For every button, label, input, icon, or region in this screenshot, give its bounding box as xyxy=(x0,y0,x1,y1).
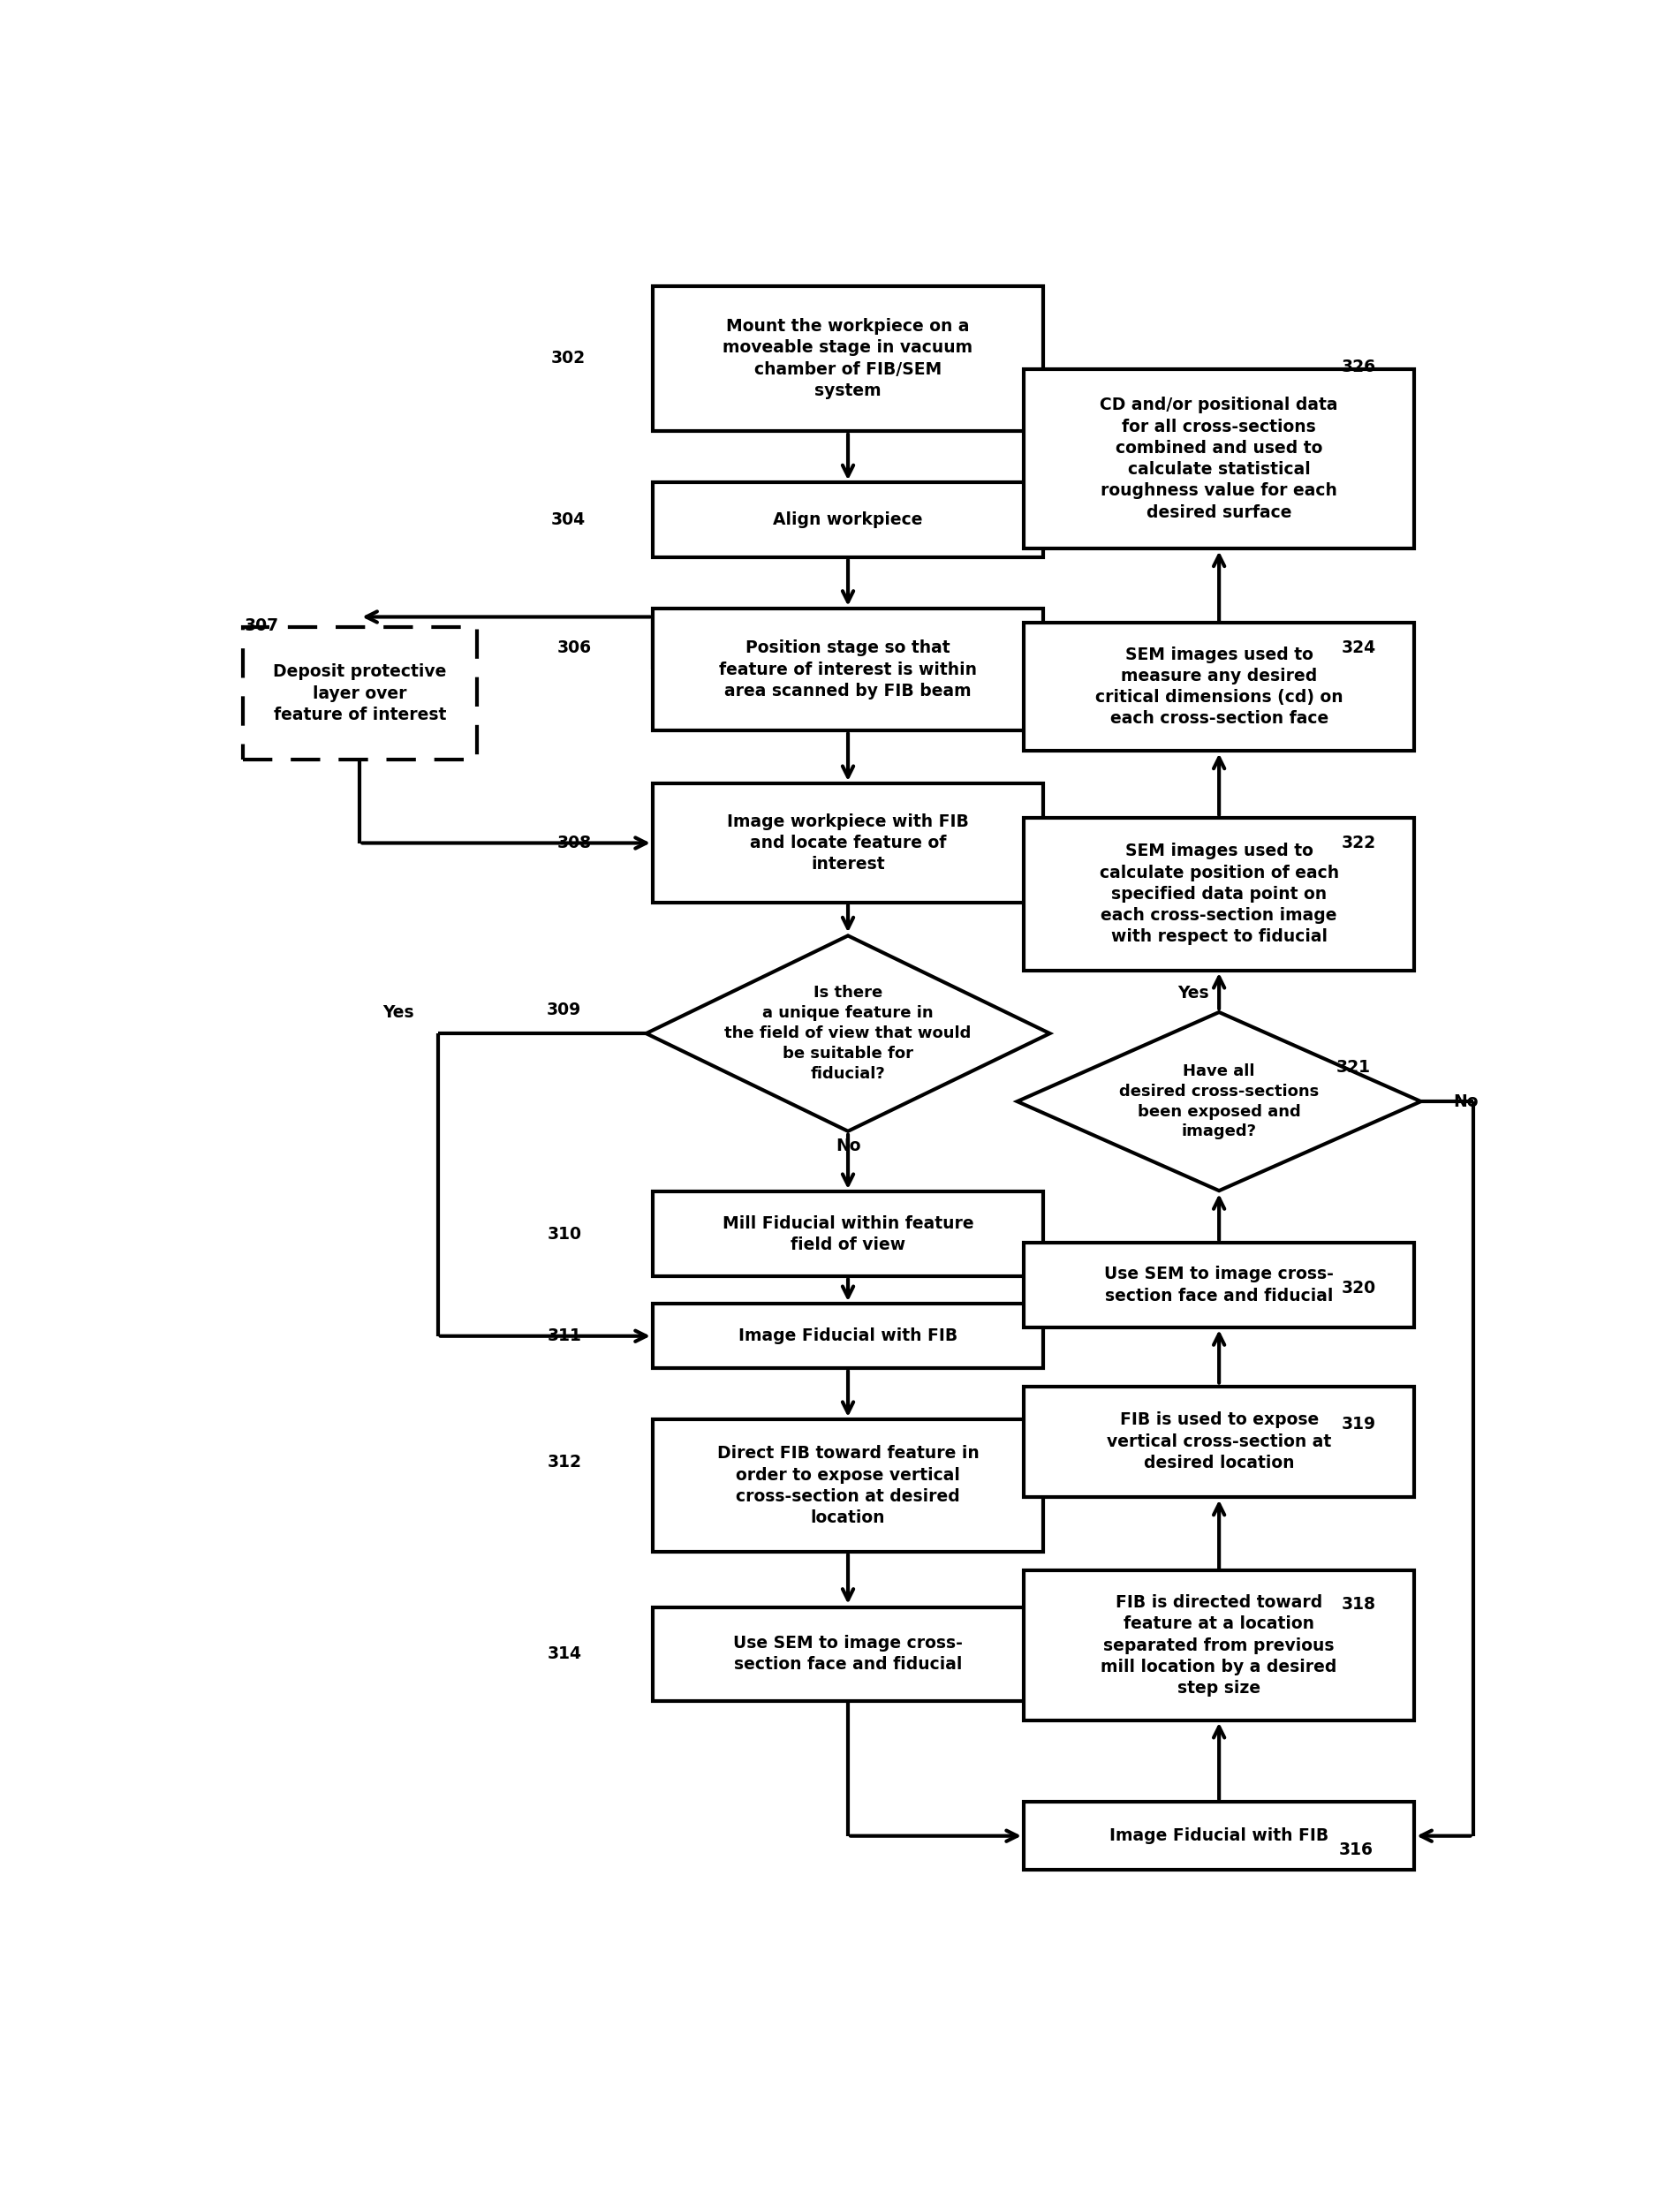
Text: Use SEM to image cross-
section face and fiducial: Use SEM to image cross- section face and… xyxy=(1104,1265,1334,1305)
Text: 320: 320 xyxy=(1341,1281,1376,1296)
FancyBboxPatch shape xyxy=(652,1192,1043,1276)
Text: 322: 322 xyxy=(1341,835,1376,852)
FancyBboxPatch shape xyxy=(1023,623,1415,751)
Text: Align workpiece: Align workpiece xyxy=(773,512,922,528)
Text: Use SEM to image cross-
section face and fiducial: Use SEM to image cross- section face and… xyxy=(732,1634,963,1674)
Text: Yes: Yes xyxy=(383,1005,415,1022)
FancyBboxPatch shape xyxy=(652,784,1043,903)
Text: Image Fiducial with FIB: Image Fiducial with FIB xyxy=(1109,1828,1329,1844)
Text: FIB is used to expose
vertical cross-section at
desired location: FIB is used to expose vertical cross-sec… xyxy=(1107,1411,1331,1471)
FancyBboxPatch shape xyxy=(1023,1570,1415,1720)
Text: Direct FIB toward feature in
order to expose vertical
cross-section at desired
l: Direct FIB toward feature in order to ex… xyxy=(717,1446,979,1526)
FancyBboxPatch shape xyxy=(652,1303,1043,1369)
Text: No: No xyxy=(1453,1093,1478,1111)
Text: 308: 308 xyxy=(558,835,591,852)
Text: 312: 312 xyxy=(548,1453,581,1471)
FancyBboxPatch shape xyxy=(1023,817,1415,972)
Text: Image workpiece with FIB
and locate feature of
interest: Image workpiece with FIB and locate feat… xyxy=(727,813,969,872)
Text: 306: 306 xyxy=(558,638,591,656)
Text: SEM images used to
calculate position of each
specified data point on
each cross: SEM images used to calculate position of… xyxy=(1099,843,1339,945)
Text: CD and/or positional data
for all cross-sections
combined and used to
calculate : CD and/or positional data for all cross-… xyxy=(1100,397,1337,521)
Text: Deposit protective
layer over
feature of interest: Deposit protective layer over feature of… xyxy=(274,665,447,724)
FancyBboxPatch shape xyxy=(652,609,1043,731)
FancyBboxPatch shape xyxy=(1023,1243,1415,1327)
Text: 318: 318 xyxy=(1341,1596,1376,1614)
FancyBboxPatch shape xyxy=(1023,369,1415,548)
Text: 310: 310 xyxy=(548,1225,581,1243)
Text: Yes: Yes xyxy=(1178,985,1208,1000)
FancyBboxPatch shape xyxy=(652,484,1043,556)
FancyBboxPatch shape xyxy=(1023,1387,1415,1497)
Text: Mount the workpiece on a
moveable stage in vacuum
chamber of FIB/SEM
system: Mount the workpiece on a moveable stage … xyxy=(722,318,973,400)
Text: 304: 304 xyxy=(551,512,585,528)
Text: 321: 321 xyxy=(1336,1060,1371,1075)
Text: Position stage so that
feature of interest is within
area scanned by FIB beam: Position stage so that feature of intere… xyxy=(719,640,978,700)
Text: Mill Fiducial within feature
field of view: Mill Fiducial within feature field of vi… xyxy=(722,1214,974,1254)
Text: 314: 314 xyxy=(548,1645,581,1663)
Text: No: No xyxy=(835,1137,860,1155)
Text: 326: 326 xyxy=(1341,358,1376,375)
Text: 309: 309 xyxy=(546,1000,581,1018)
FancyBboxPatch shape xyxy=(652,1607,1043,1700)
Text: FIB is directed toward
feature at a location
separated from previous
mill locati: FIB is directed toward feature at a loca… xyxy=(1100,1594,1337,1696)
Text: 316: 316 xyxy=(1339,1841,1373,1857)
FancyBboxPatch shape xyxy=(652,1420,1043,1552)
Text: 311: 311 xyxy=(548,1327,581,1345)
Text: 324: 324 xyxy=(1341,638,1376,656)
Polygon shape xyxy=(647,936,1050,1130)
Text: Image Fiducial with FIB: Image Fiducial with FIB xyxy=(738,1327,958,1345)
FancyBboxPatch shape xyxy=(242,627,477,760)
FancyBboxPatch shape xyxy=(652,287,1043,431)
Text: Is there
a unique feature in
the field of view that would
be suitable for
fiduci: Is there a unique feature in the field o… xyxy=(724,985,971,1082)
FancyBboxPatch shape xyxy=(1023,1802,1415,1870)
Text: Have all
desired cross-sections
been exposed and
imaged?: Have all desired cross-sections been exp… xyxy=(1119,1064,1319,1139)
Text: SEM images used to
measure any desired
critical dimensions (cd) on
each cross-se: SEM images used to measure any desired c… xyxy=(1095,647,1342,726)
Polygon shape xyxy=(1018,1011,1421,1190)
Text: 319: 319 xyxy=(1341,1415,1376,1433)
Text: 302: 302 xyxy=(551,351,585,367)
Text: 307: 307 xyxy=(245,616,279,634)
